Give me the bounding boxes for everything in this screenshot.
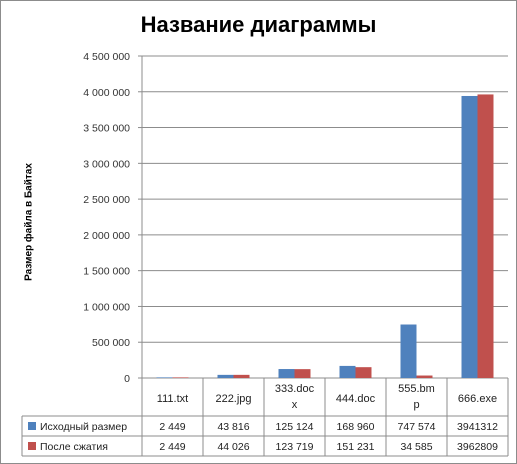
- bar-1-555.bmp: [400, 324, 417, 378]
- y-tick-label: 4 500 000: [83, 51, 130, 63]
- category-label: 111.txt: [157, 393, 188, 405]
- bar-2-444.doc: [355, 367, 372, 378]
- data-label: 125 124: [276, 421, 314, 433]
- data-label: 34 585: [400, 441, 432, 453]
- bar-2-222.jpg: [233, 374, 250, 378]
- y-tick-label: 1 000 000: [83, 301, 130, 313]
- y-tick-label: 3 000 000: [83, 158, 130, 170]
- y-tick-label: 3 500 000: [83, 123, 130, 135]
- y-tick-label: 4 000 000: [83, 87, 130, 99]
- chart-title: Название диаграммы: [140, 12, 377, 37]
- data-label: 151 231: [337, 441, 375, 453]
- y-tick-label: 500 000: [92, 337, 130, 349]
- bar-2-666.exe: [477, 94, 494, 379]
- y-tick-label: 2 000 000: [83, 230, 130, 242]
- data-label: 3962809: [457, 441, 498, 453]
- data-label: 123 719: [276, 441, 314, 453]
- category-label: 222.jpg: [215, 393, 251, 405]
- category-label: p: [413, 399, 419, 411]
- bar-2-333.docx: [294, 369, 311, 378]
- data-label: 747 574: [398, 421, 436, 433]
- data-label: 2 449: [159, 421, 185, 433]
- legend-swatch-1: [28, 422, 36, 430]
- y-tick-label: 0: [124, 373, 130, 385]
- bar-2-111.txt: [172, 377, 189, 378]
- data-label: 2 449: [159, 441, 185, 453]
- data-label: 168 960: [337, 421, 375, 433]
- category-label: 444.doc: [336, 393, 376, 405]
- bar-1-222.jpg: [217, 374, 234, 378]
- bar-2-555.bmp: [416, 375, 433, 378]
- bar-1-444.doc: [339, 365, 356, 378]
- legend-swatch-2: [28, 442, 36, 450]
- category-label: 555.bm: [398, 383, 435, 395]
- category-label: 333.doc: [275, 383, 315, 395]
- data-label: 3941312: [457, 421, 498, 433]
- y-tick-label: 2 500 000: [83, 194, 130, 206]
- data-label: 43 816: [217, 421, 249, 433]
- bar-1-666.exe: [461, 95, 478, 378]
- bar-1-333.docx: [278, 369, 295, 378]
- bar-1-111.txt: [156, 377, 173, 378]
- legend-label-2: После сжатия: [40, 441, 108, 453]
- category-label: x: [292, 399, 298, 411]
- y-tick-label: 1 500 000: [83, 266, 130, 278]
- category-label: 666.exe: [458, 393, 497, 405]
- data-label: 44 026: [217, 441, 249, 453]
- legend-label-1: Исходный размер: [40, 421, 127, 433]
